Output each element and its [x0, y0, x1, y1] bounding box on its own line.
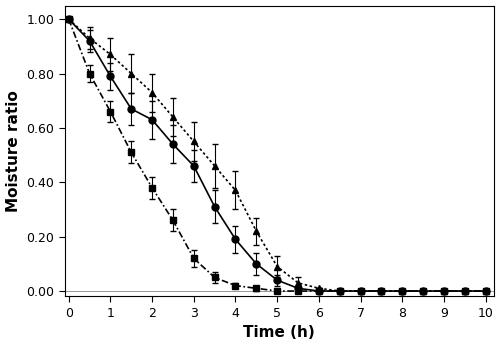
X-axis label: Time (h): Time (h) [244, 326, 315, 340]
Y-axis label: Moisture ratio: Moisture ratio [6, 90, 20, 212]
